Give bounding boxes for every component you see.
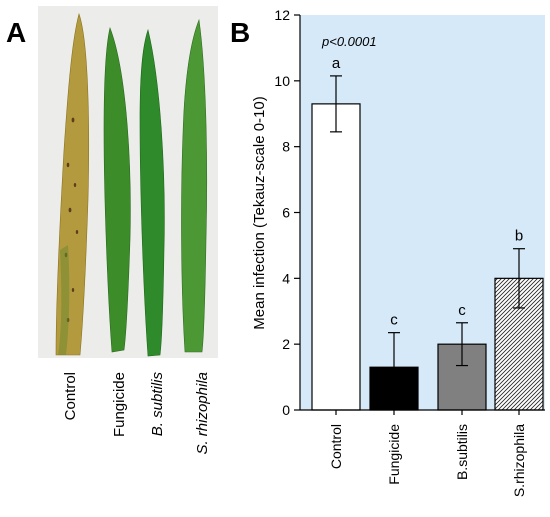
x-tick-label: Control: [328, 424, 344, 469]
y-tick-label: 10: [274, 73, 290, 89]
bars-layer: a c c b: [311, 55, 544, 411]
y-tick-label: 0: [282, 402, 290, 418]
leaf-fungicide: [103, 26, 131, 353]
panel-a-labels: Control Fungicide B. subtilis S. rhizoph…: [62, 372, 211, 455]
significance-letter: c: [390, 312, 398, 329]
y-tick-label: 8: [282, 139, 290, 155]
leaf-srhizophila: [181, 18, 208, 353]
leaf-label-fungicide: Fungicide: [111, 372, 128, 437]
x-tick-label: S.rhizophila: [511, 424, 527, 497]
significance-letter: c: [458, 302, 466, 319]
y-axis-label: Mean infection (Tekauz-scale 0-10): [251, 96, 268, 329]
y-tick-label: 12: [274, 7, 290, 23]
panel-b-label: B: [230, 17, 250, 48]
leaf-label-bsubtilis: B. subtilis: [149, 372, 166, 437]
leaf-control-green-patch: [58, 245, 70, 355]
p-value-annotation: p<0.0001: [321, 34, 377, 49]
bar-control: [311, 103, 361, 411]
x-tick-label: Fungicide: [386, 424, 402, 485]
panel-a-label: A: [6, 17, 26, 48]
significance-letter: b: [515, 228, 523, 245]
significance-letter: a: [332, 55, 341, 72]
leaf-photo: [38, 6, 218, 358]
leaf-bsubtilis: [139, 28, 165, 357]
leaf-label-control: Control: [62, 372, 79, 420]
y-tick-label: 4: [282, 270, 290, 286]
y-tick-label: 2: [282, 336, 290, 352]
x-ticks: Control Fungicide B.subtilis S.rhizophila: [328, 410, 527, 497]
y-tick-label: 6: [282, 205, 290, 221]
x-tick-label: B.subtilis: [454, 424, 470, 480]
leaf-label-srhizophila: S. rhizophila: [194, 372, 211, 455]
y-ticks: 0 2 4 6 8 10 12: [274, 7, 300, 418]
